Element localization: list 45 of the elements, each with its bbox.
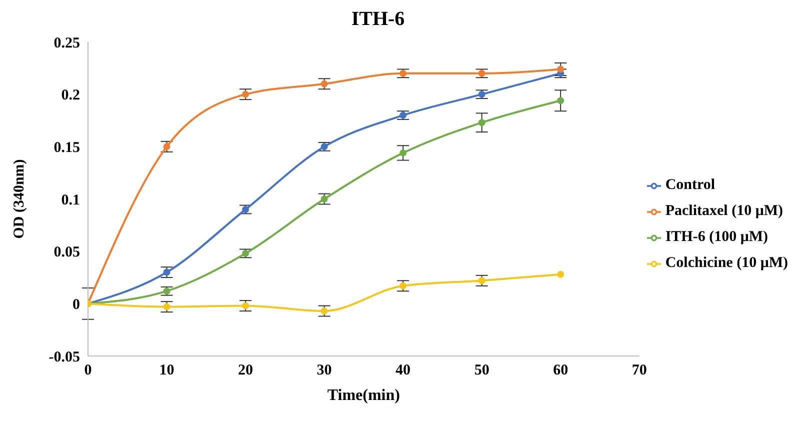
- point: [478, 277, 486, 284]
- point: [320, 307, 328, 314]
- x-tick-label: 60: [553, 362, 568, 379]
- legend-label: Paclitaxel (10 μM): [665, 203, 783, 219]
- x-tick-label: 30: [316, 362, 332, 379]
- x-tick-label: 40: [396, 362, 411, 379]
- y-tick-label: -0.05: [48, 349, 80, 366]
- point: [400, 149, 407, 156]
- legend-label: ITH-6 (100 μM): [665, 229, 768, 245]
- x-axis-title: Time(min): [327, 387, 400, 404]
- point: [557, 97, 564, 104]
- point: [400, 70, 407, 77]
- x-tick-label: 50: [474, 362, 490, 379]
- point: [320, 143, 328, 150]
- point: [163, 268, 170, 276]
- point: [163, 143, 170, 150]
- point: [242, 206, 250, 213]
- point: [400, 282, 407, 290]
- y-tick-label: 0.05: [54, 244, 80, 261]
- y-axis-title: OD (340nm): [11, 159, 28, 239]
- point: [478, 119, 486, 126]
- point: [242, 90, 250, 98]
- y-tick-label: 0: [72, 296, 80, 313]
- point: [242, 302, 250, 310]
- point: [478, 70, 486, 77]
- legend-label: Control: [665, 177, 716, 193]
- point: [478, 90, 486, 98]
- point: [163, 288, 170, 295]
- y-tick-label: 0.15: [54, 140, 80, 156]
- point: [242, 250, 250, 257]
- x-tick-label: 10: [159, 362, 174, 379]
- point: [400, 112, 407, 119]
- x-tick-label: 0: [84, 362, 92, 379]
- y-tick-label: 0.1: [61, 192, 80, 208]
- point: [320, 196, 328, 202]
- y-tick-label: 0.25: [54, 35, 80, 52]
- point: [557, 270, 564, 278]
- legend-label: Colchicine (10 μM): [665, 255, 788, 271]
- chart-title: ITH-6: [350, 8, 406, 32]
- y-tick-label: 0.2: [61, 88, 80, 104]
- x-tick-label: 20: [238, 362, 254, 379]
- point: [557, 66, 564, 73]
- x-tick-label: 70: [632, 362, 647, 379]
- point: [163, 303, 170, 310]
- point: [320, 80, 328, 88]
